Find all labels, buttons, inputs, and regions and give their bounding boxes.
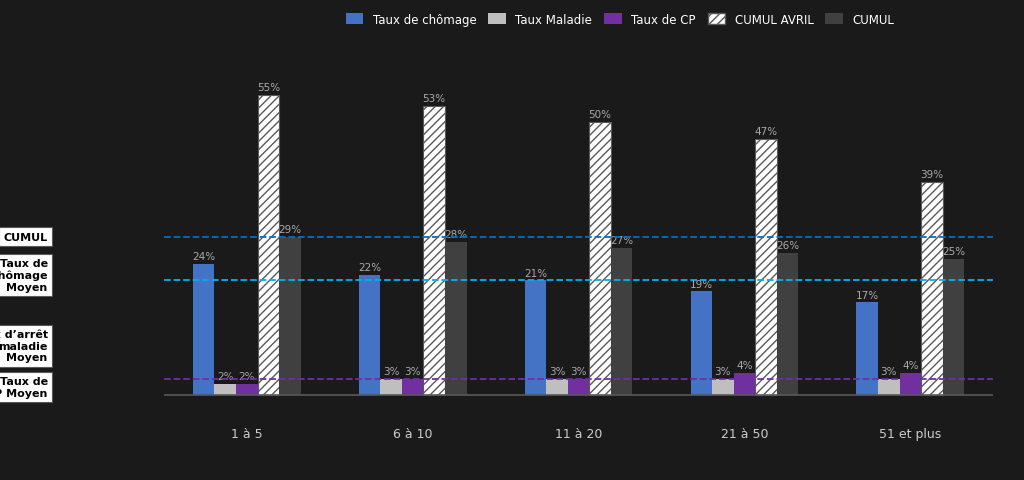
Bar (878, 379, 899, 395)
Text: 29%: 29% (279, 225, 301, 235)
Bar (214, 384, 236, 395)
Bar (546, 379, 567, 395)
Bar (236, 384, 258, 395)
Text: Taux de
chômage
Moyen: Taux de chômage Moyen (0, 259, 48, 292)
Text: 2%: 2% (239, 372, 255, 382)
Bar (777, 253, 799, 395)
Text: CUMUL: CUMUL (4, 232, 48, 242)
Text: 3%: 3% (404, 366, 421, 376)
Text: 22%: 22% (358, 263, 381, 273)
Bar (358, 276, 380, 395)
Bar (690, 292, 712, 395)
Bar (567, 379, 590, 395)
Bar (899, 373, 922, 395)
Text: 21%: 21% (524, 268, 547, 278)
Text: 24%: 24% (193, 252, 215, 262)
Text: 3%: 3% (570, 366, 587, 376)
Text: Taux d’arrêt
maladie
Moyen: Taux d’arrêt maladie Moyen (0, 330, 48, 363)
Text: 27%: 27% (610, 236, 633, 245)
Text: 3%: 3% (715, 366, 731, 376)
Bar (380, 379, 401, 395)
Bar (922, 183, 943, 395)
Text: 4%: 4% (902, 360, 919, 371)
Bar (943, 259, 965, 395)
Text: 55%: 55% (257, 83, 280, 93)
Text: 3%: 3% (881, 366, 897, 376)
Bar (590, 123, 611, 395)
Text: 26%: 26% (776, 241, 799, 251)
Bar (401, 379, 424, 395)
Text: 25%: 25% (942, 246, 965, 256)
Text: 2%: 2% (217, 372, 233, 382)
Text: 50%: 50% (589, 110, 611, 120)
Bar (424, 107, 445, 395)
Text: 4%: 4% (736, 360, 753, 371)
Text: 19%: 19% (690, 279, 713, 289)
Text: 3%: 3% (383, 366, 399, 376)
Bar (280, 237, 301, 395)
Text: 47%: 47% (755, 127, 777, 136)
Bar (733, 373, 756, 395)
Bar (524, 281, 546, 395)
Text: 28%: 28% (444, 230, 467, 240)
Bar (611, 248, 633, 395)
Bar (712, 379, 733, 395)
Bar (756, 139, 777, 395)
Text: Taux de
CP Moyen: Taux de CP Moyen (0, 376, 48, 398)
Text: 17%: 17% (856, 290, 879, 300)
Bar (856, 302, 878, 395)
Bar (258, 96, 280, 395)
Text: 39%: 39% (921, 170, 943, 180)
Bar (193, 264, 214, 395)
Text: 53%: 53% (423, 94, 445, 104)
Text: 3%: 3% (549, 366, 565, 376)
Bar (445, 243, 467, 395)
Legend: Taux de chômage, Taux Maladie, Taux de CP, CUMUL AVRIL, CUMUL: Taux de chômage, Taux Maladie, Taux de C… (341, 9, 899, 31)
